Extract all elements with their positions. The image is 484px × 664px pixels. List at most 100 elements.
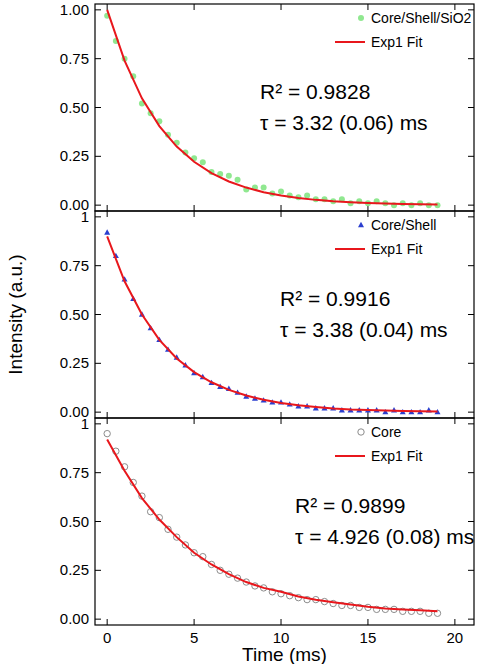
y-tick bbox=[95, 156, 101, 157]
y-tick bbox=[95, 363, 101, 364]
y-tick bbox=[468, 521, 474, 522]
x-tick bbox=[367, 412, 368, 418]
x-tick bbox=[367, 418, 368, 424]
plot-area bbox=[104, 430, 441, 616]
y-tick bbox=[468, 412, 474, 413]
y-tick-label: 0.50 bbox=[60, 306, 89, 323]
y-tick-label: 0.50 bbox=[60, 99, 89, 116]
y-tick bbox=[468, 423, 474, 424]
x-tick bbox=[194, 4, 195, 10]
x-tick bbox=[281, 211, 282, 217]
legend-swatch bbox=[335, 248, 365, 250]
y-tick bbox=[95, 412, 101, 413]
y-tick bbox=[95, 216, 101, 217]
data-point bbox=[278, 188, 284, 194]
legend-label: Core bbox=[371, 424, 402, 440]
y-tick bbox=[468, 107, 474, 108]
x-tick bbox=[194, 418, 195, 424]
annotation: τ = 3.38 (0.04) ms bbox=[280, 318, 448, 341]
y-tick-label: 1.00 bbox=[60, 1, 89, 18]
x-tick bbox=[281, 4, 282, 10]
y-tick bbox=[95, 570, 101, 571]
x-tick bbox=[454, 418, 455, 424]
frame bbox=[95, 418, 474, 625]
y-tick-label: 1 bbox=[81, 208, 89, 225]
x-tick bbox=[367, 211, 368, 217]
data-point bbox=[104, 430, 110, 436]
x-tick bbox=[281, 412, 282, 418]
x-tick-label: 20 bbox=[447, 629, 464, 646]
x-tick bbox=[367, 4, 368, 10]
y-tick bbox=[468, 265, 474, 266]
y-tick-label: 0.25 bbox=[60, 561, 89, 578]
legend-swatch bbox=[358, 429, 364, 435]
y-tick bbox=[468, 570, 474, 571]
y-tick bbox=[95, 314, 101, 315]
y-tick-label: 0.00 bbox=[60, 610, 89, 627]
x-tick bbox=[194, 211, 195, 217]
legend-label: Exp1 Fit bbox=[371, 448, 422, 464]
y-tick bbox=[468, 216, 474, 217]
y-tick bbox=[468, 314, 474, 315]
y-tick-label: 0.75 bbox=[60, 464, 89, 481]
annotation: R² = 0.9899 bbox=[295, 494, 405, 517]
background bbox=[0, 0, 484, 664]
y-tick bbox=[95, 619, 101, 620]
figure: 0.00 0.25 0.50 0.75 1.00 Core/Shell/SiO2 Exp1 … bbox=[0, 0, 484, 664]
y-tick bbox=[95, 58, 101, 59]
legend-label: Exp1 Fit bbox=[371, 34, 422, 50]
y-tick bbox=[468, 472, 474, 473]
y-tick bbox=[95, 265, 101, 266]
x-tick bbox=[281, 205, 282, 211]
y-tick-label: 1 bbox=[81, 415, 89, 432]
x-tick bbox=[281, 418, 282, 424]
x-tick-label: 15 bbox=[360, 629, 377, 646]
x-tick bbox=[454, 412, 455, 418]
legend-label: Core/Shell/SiO2 bbox=[371, 10, 472, 26]
y-axis-label: Intensity (a.u.) bbox=[5, 254, 26, 374]
y-tick-label: 0.25 bbox=[60, 354, 89, 371]
x-tick bbox=[194, 205, 195, 211]
x-tick bbox=[454, 211, 455, 217]
legend-swatch bbox=[335, 41, 365, 43]
panel: 0.000.250.500.751Core/ShellExp1 FitR² = … bbox=[60, 208, 474, 420]
x-tick bbox=[107, 211, 108, 217]
annotation: τ = 4.926 (0.08) ms bbox=[295, 525, 474, 548]
panel: 0.000.250.500.75105101520CoreExp1 FitR² … bbox=[60, 415, 475, 646]
y-tick bbox=[95, 107, 101, 108]
data-point bbox=[261, 185, 267, 191]
y-tick-label: 0.75 bbox=[60, 50, 89, 67]
y-tick bbox=[95, 423, 101, 424]
y-tick bbox=[468, 156, 474, 157]
x-tick bbox=[367, 619, 368, 625]
data-point bbox=[304, 192, 310, 198]
legend-label: Core/Shell bbox=[371, 217, 436, 233]
y-tick bbox=[95, 205, 101, 206]
x-tick bbox=[107, 412, 108, 418]
legend-swatch bbox=[358, 222, 364, 227]
y-tick bbox=[468, 205, 474, 206]
annotation: τ = 3.32 (0.06) ms bbox=[260, 111, 428, 134]
data-point bbox=[104, 229, 110, 234]
legend-swatch bbox=[335, 455, 365, 457]
x-tick bbox=[107, 619, 108, 625]
x-tick bbox=[194, 412, 195, 418]
data-point bbox=[226, 173, 232, 179]
data-point bbox=[200, 159, 206, 165]
y-tick bbox=[95, 472, 101, 473]
data-point bbox=[235, 177, 241, 183]
y-tick bbox=[95, 521, 101, 522]
annotation: R² = 0.9828 bbox=[260, 80, 370, 103]
panel: 0.000.250.500.751.00Core/Shell/SiO2Exp1 … bbox=[60, 1, 474, 213]
y-tick bbox=[468, 363, 474, 364]
y-tick-label: 0.75 bbox=[60, 257, 89, 274]
x-tick bbox=[107, 418, 108, 424]
y-tick-label: 0.50 bbox=[60, 513, 89, 530]
y-tick-label: 0.25 bbox=[60, 147, 89, 164]
y-tick bbox=[95, 9, 101, 10]
x-axis-label: Time (ms) bbox=[242, 644, 327, 664]
x-tick bbox=[194, 619, 195, 625]
annotation: R² = 0.9916 bbox=[280, 287, 390, 310]
x-tick bbox=[107, 4, 108, 10]
legend-swatch bbox=[358, 15, 364, 21]
